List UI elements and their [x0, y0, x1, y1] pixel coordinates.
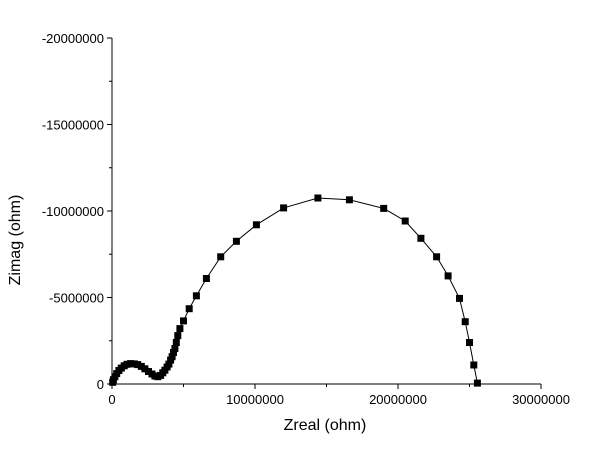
data-point	[473, 379, 481, 387]
data-point	[170, 349, 177, 356]
data-point	[137, 362, 145, 370]
series-line	[112, 197, 478, 384]
data-point	[127, 360, 135, 368]
y-tick-label: -20000000	[42, 31, 104, 46]
data-point	[123, 360, 131, 368]
data-point	[461, 318, 469, 326]
x-tick-label: 30000000	[512, 392, 570, 407]
data-point	[280, 204, 288, 212]
data-point	[172, 339, 180, 346]
data-point	[180, 317, 187, 325]
data-point	[168, 353, 176, 361]
data-point	[217, 253, 225, 261]
x-tick-label: 20000000	[369, 392, 427, 407]
y-axis-title: Zimag (ohm)	[7, 195, 24, 286]
data-point	[141, 365, 149, 373]
y-tick-label: 0	[97, 377, 104, 392]
data-point	[345, 196, 353, 204]
data-point	[466, 339, 473, 346]
y-tick-label: -5000000	[49, 291, 104, 306]
data-point	[401, 217, 409, 225]
data-point	[165, 360, 173, 368]
data-point	[417, 234, 425, 242]
x-tick-label: 0	[108, 392, 115, 407]
y-tick-label: -10000000	[42, 204, 104, 219]
x-tick-label: 10000000	[226, 392, 284, 407]
data-point	[171, 345, 179, 352]
data-point	[470, 361, 478, 369]
plot-line-layer	[112, 197, 478, 384]
data-point	[456, 294, 463, 302]
data-point	[444, 272, 452, 280]
data-point	[176, 325, 184, 333]
y-axis: 0 -5000000 -10000000 -15000000 -20000000	[42, 31, 113, 392]
data-point	[380, 204, 388, 212]
x-axis-title: Zreal (ohm)	[284, 417, 367, 434]
data-point	[174, 332, 182, 340]
marker-layer	[109, 194, 481, 387]
data-point	[252, 221, 260, 229]
data-point	[314, 194, 322, 202]
data-point	[232, 237, 240, 245]
data-point	[202, 275, 210, 282]
data-point	[134, 361, 142, 369]
data-point	[185, 305, 193, 313]
x-axis: 0 10000000 20000000 30000000	[108, 383, 570, 407]
data-point	[192, 292, 200, 300]
data-point	[433, 253, 441, 261]
y-tick-label: -15000000	[42, 118, 104, 133]
